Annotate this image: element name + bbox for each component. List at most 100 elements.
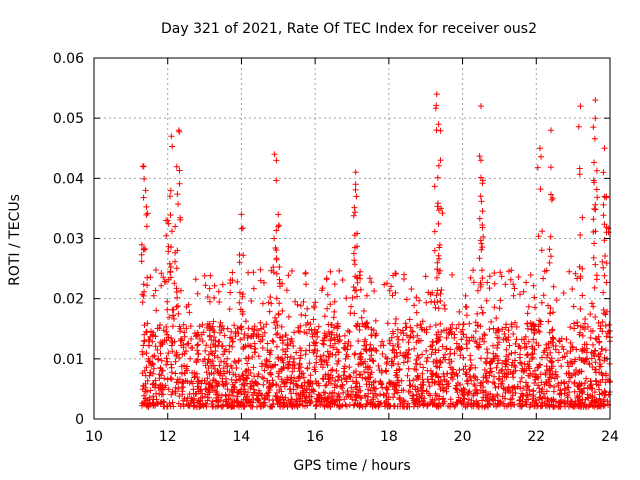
data-point [405,350,411,357]
data-point [156,382,163,389]
data-point [411,345,418,352]
data-point [248,383,255,390]
data-point [171,316,177,322]
data-point [484,349,491,356]
x-tick-label: 16 [306,429,324,445]
data-point [349,378,356,385]
data-point [343,378,350,385]
data-point [169,323,176,330]
data-point [142,187,149,194]
data-point [524,392,531,398]
data-point [353,322,359,329]
data-point [529,354,536,361]
data-point [260,402,267,409]
data-point [173,379,180,386]
data-point [438,287,445,293]
x-tick-label: 24 [601,429,619,445]
data-point [592,366,598,373]
data-point [384,359,391,366]
data-point [335,349,342,356]
data-point [442,306,448,312]
data-point [420,397,427,404]
data-point [336,396,343,403]
data-point [237,336,244,343]
data-point [527,272,534,278]
data-point [463,334,470,341]
data-point [598,345,605,352]
data-point [472,374,479,381]
data-point [299,389,306,396]
data-point [141,392,147,399]
data-point [276,370,282,377]
data-point [432,360,439,367]
data-point [217,329,223,336]
data-point [571,325,578,332]
data-point [358,395,365,402]
data-point [322,382,329,389]
data-point [196,404,203,410]
data-point [470,279,477,286]
data-point [278,323,285,330]
data-point [497,269,504,276]
data-point [547,367,553,374]
data-point [357,268,364,275]
data-point [511,357,518,364]
data-point [383,368,390,375]
data-point [174,294,181,301]
data-point [338,376,345,383]
data-point [558,400,565,407]
data-point [478,103,484,110]
data-point [357,286,364,293]
data-point [525,303,532,310]
data-point [263,321,270,328]
data-point [489,393,496,400]
data-point [235,398,241,405]
data-point [295,374,302,381]
data-point [286,386,293,393]
data-point [139,370,146,377]
data-point [167,375,174,382]
data-point [303,394,310,401]
data-point [531,326,538,333]
data-point [153,307,160,314]
data-point [252,349,259,356]
data-point [576,331,583,338]
data-point [352,273,359,280]
data-point [558,335,565,342]
data-point [602,322,609,329]
data-point [576,393,582,400]
data-point [270,264,277,271]
data-point [307,372,314,379]
data-point [525,372,532,379]
data-point [143,203,150,210]
data-point [592,347,599,354]
data-point [356,383,363,390]
data-point [143,350,150,357]
data-point [547,305,554,312]
data-point [368,279,375,286]
data-point [501,403,508,410]
data-point [496,305,503,312]
data-point [268,403,274,410]
data-point [146,342,153,349]
y-tick-label: 0.05 [53,111,84,127]
data-point [235,330,242,337]
data-point [479,267,485,274]
data-point [160,274,167,281]
data-point [525,363,532,370]
data-point [285,313,292,320]
data-point [229,399,236,406]
data-point [161,384,168,391]
data-point [443,345,450,352]
data-point [311,364,318,371]
data-point [424,354,431,361]
data-point [321,334,328,341]
data-point [550,398,557,405]
data-point [245,342,251,349]
data-point [333,331,340,338]
data-point [431,397,438,403]
data-point [589,385,596,392]
data-point [335,338,342,345]
data-point [266,349,273,356]
data-point [414,373,421,380]
